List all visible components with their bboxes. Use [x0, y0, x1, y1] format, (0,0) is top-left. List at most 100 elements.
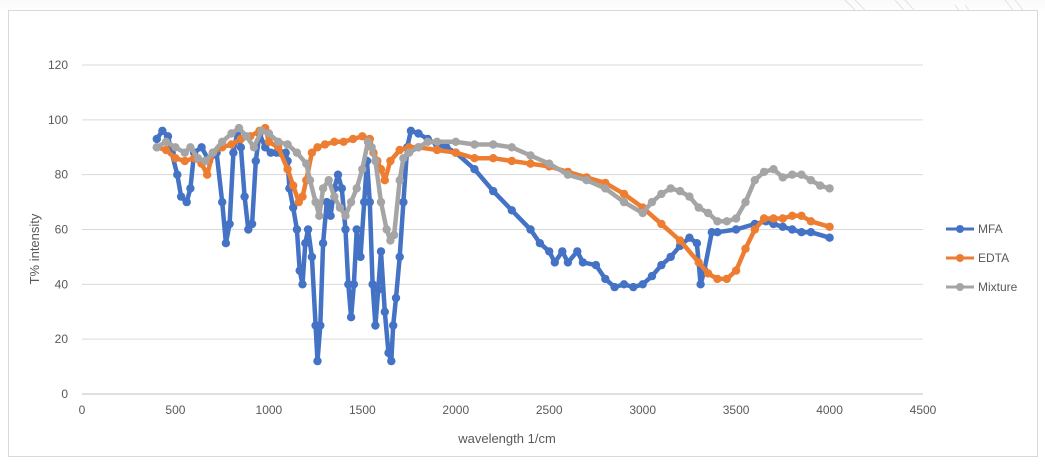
data-point-mixture [414, 143, 423, 152]
y-tick-label: 100 [48, 113, 68, 127]
series-mixture [152, 123, 834, 245]
data-point-edta [797, 211, 806, 220]
data-point-mixture [657, 189, 666, 199]
data-point-mfa [578, 258, 588, 267]
data-point-edta [386, 156, 395, 166]
legend-item-mixture: Mixture [946, 280, 1018, 294]
data-point-mfa [563, 258, 573, 267]
data-point-mfa [713, 228, 722, 237]
data-point-mfa [368, 280, 377, 289]
data-point-mfa [182, 197, 191, 207]
data-point-mfa [573, 247, 582, 256]
data-point-mfa [337, 184, 346, 193]
data-point-mixture [694, 203, 703, 212]
data-point-edta [264, 137, 274, 146]
data-point-mixture [201, 156, 210, 166]
data-point-mfa [825, 233, 834, 242]
data-point-mfa [389, 321, 398, 330]
data-point-mfa [470, 165, 479, 174]
data-point-mixture [526, 151, 535, 160]
data-point-mfa [629, 282, 638, 292]
data-point-edta [703, 269, 713, 278]
data-point-edta [227, 140, 236, 149]
data-point-edta [171, 154, 180, 163]
data-point-mfa [384, 348, 393, 358]
data-point-mfa [376, 247, 386, 256]
data-point-mixture [399, 154, 408, 163]
data-point-mfa [380, 307, 389, 316]
data-point-mixture [619, 197, 629, 207]
data-point-mfa [303, 225, 313, 234]
data-point-mixture [750, 176, 759, 185]
data-point-edta [180, 156, 189, 166]
data-point-mixture [432, 137, 442, 146]
data-point-mfa [229, 148, 238, 157]
data-point-mixture [234, 123, 244, 133]
legend-label: EDTA [978, 251, 1009, 265]
data-point-mfa [247, 219, 257, 229]
data-point-mixture [741, 197, 750, 207]
data-point-mixture [324, 176, 333, 185]
data-point-mfa [638, 280, 647, 289]
data-point-mixture [193, 154, 203, 163]
data-point-mfa [647, 271, 657, 281]
data-point-mfa [619, 280, 629, 289]
data-point-edta [657, 219, 666, 229]
data-point-edta [320, 140, 330, 149]
data-point-mixture [249, 143, 259, 152]
data-point-mfa [507, 206, 516, 215]
data-point-mixture [371, 156, 380, 166]
legend-swatch-marker [956, 283, 964, 291]
chart-frame: 0 20 40 60 80 100 120 0 500 1000 1500 2000 2500 3000 3… [8, 10, 1038, 457]
x-tick-label: 500 [165, 403, 185, 417]
data-point-mfa [591, 260, 601, 270]
data-point-mfa [391, 293, 401, 303]
data-point-edta [694, 258, 703, 267]
data-point-mixture [302, 159, 311, 168]
data-point-edta [778, 214, 787, 223]
y-tick-label: 80 [55, 168, 69, 182]
x-axis-label: wavelength 1/cm [457, 431, 556, 446]
top-fade [0, 0, 1045, 12]
data-point-mfa [197, 143, 206, 152]
data-point-mfa [806, 228, 816, 237]
data-point-mfa [333, 170, 343, 179]
data-point-mfa [374, 285, 383, 294]
data-point-edta [769, 214, 778, 223]
x-tick-label: 1500 [349, 403, 376, 417]
data-point-mfa [399, 197, 408, 207]
data-point-mixture [218, 137, 227, 146]
data-point-edta [741, 244, 750, 253]
data-point-mixture [382, 225, 391, 234]
data-point-mixture [318, 184, 328, 193]
data-point-mixture [451, 137, 460, 146]
data-point-mfa [489, 186, 498, 196]
data-point-mixture [352, 184, 361, 193]
data-point-mixture [675, 186, 685, 196]
data-point-mixture [180, 148, 189, 157]
data-point-edta [489, 154, 498, 163]
data-point-edta [451, 148, 460, 157]
y-tick-label: 20 [55, 332, 69, 346]
data-point-edta [750, 225, 759, 234]
data-point-mfa [685, 233, 694, 242]
data-point-mixture [816, 181, 825, 190]
data-point-mfa [550, 258, 559, 267]
data-point-mfa [349, 280, 359, 289]
data-point-mfa [240, 192, 249, 201]
series-line-mfa [154, 128, 832, 364]
legend-swatch-marker [956, 225, 964, 233]
data-point-mixture [470, 140, 479, 149]
gridlines [82, 64, 923, 340]
data-point-mfa [318, 239, 328, 248]
data-point-mfa [406, 126, 416, 135]
data-point-mixture [788, 170, 797, 179]
data-point-edta [825, 222, 834, 231]
data-point-mixture [227, 129, 236, 138]
data-point-edta [675, 236, 685, 245]
data-point-mfa [176, 192, 186, 201]
data-point-mixture [666, 184, 675, 193]
x-tick-label: 4500 [910, 403, 937, 417]
x-tick-label: 2000 [442, 403, 469, 417]
data-point-edta [358, 132, 367, 141]
